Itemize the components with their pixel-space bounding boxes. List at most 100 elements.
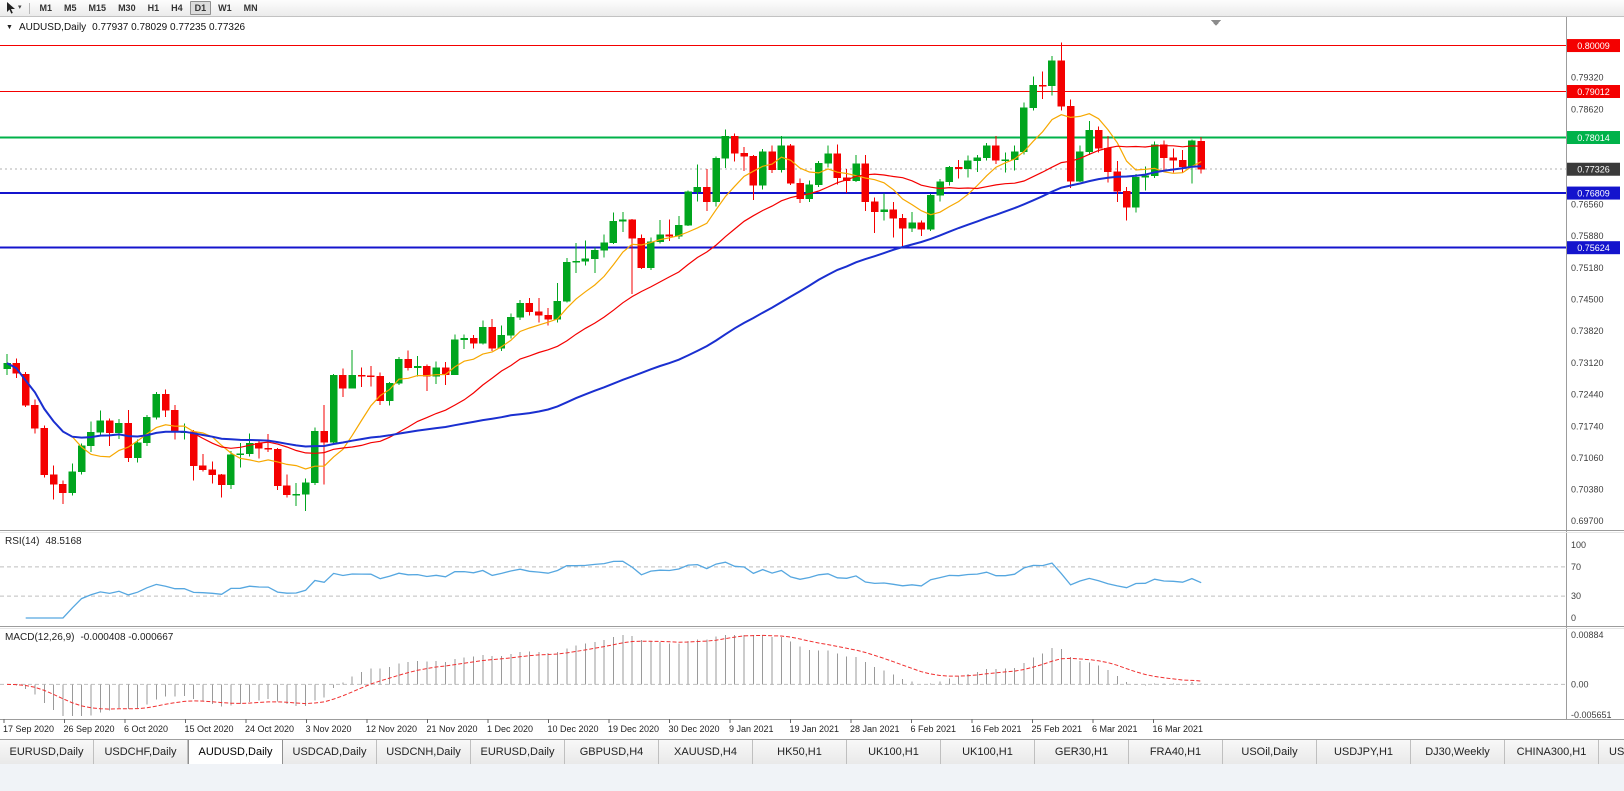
chart-tab-UK100-H1[interactable]: UK100,H1 (941, 740, 1035, 764)
chart-tab-HK50-H1[interactable]: HK50,H1 (753, 740, 847, 764)
chart-tab-GER30-H1[interactable]: GER30,H1 (1035, 740, 1129, 764)
chart-tab-USOil-Daily[interactable]: USOil,Daily (1223, 740, 1317, 764)
svg-text:0.00: 0.00 (1571, 679, 1589, 689)
date-label: 3 Nov 2020 (306, 724, 352, 734)
macd-indicator-label: MACD(12,26,9) -0.000408 -0.000667 (5, 632, 173, 643)
price-axis[interactable]: 0.79320 0.78620 0.76560 0.75880 0.75180 0.745… (1567, 39, 1620, 526)
date-label: 6 Feb 2021 (911, 724, 957, 734)
date-label: 19 Dec 2020 (608, 724, 659, 734)
chart-tab-EURUSD-Daily[interactable]: EURUSD,Daily (471, 740, 565, 764)
svg-text:30: 30 (1571, 591, 1581, 601)
date-label: 16 Mar 2021 (1153, 724, 1204, 734)
svg-text:0.73120: 0.73120 (1571, 358, 1604, 368)
svg-text:0.76809: 0.76809 (1577, 189, 1610, 199)
macd-name: MACD(12,26,9) (5, 632, 75, 643)
chart-tab-USDCHF-Daily[interactable]: USDCHF,Daily (94, 740, 188, 764)
date-label: 28 Jan 2021 (850, 724, 900, 734)
date-label: 21 Nov 2020 (427, 724, 478, 734)
svg-text:0.73820: 0.73820 (1571, 326, 1604, 336)
svg-text:0.71740: 0.71740 (1571, 422, 1604, 432)
date-label: 12 Nov 2020 (366, 724, 417, 734)
chart-tabs-bar: EURUSD,Daily USDCHF,Daily AUDUSD,Daily USDC… (0, 739, 1624, 764)
timeframe-button-M15[interactable]: M15 (88, 3, 107, 13)
date-label: 6 Oct 2020 (124, 724, 168, 734)
macd-signal-line (6, 634, 1202, 710)
panel-divider-rsi[interactable] (0, 530, 1624, 533)
date-label: 1 Dec 2020 (487, 724, 533, 734)
svg-text:0.75880: 0.75880 (1571, 231, 1604, 241)
svg-text:-0.005651: -0.005651 (1571, 710, 1612, 720)
svg-text:0.79320: 0.79320 (1571, 72, 1604, 82)
cursor-dropdown-icon[interactable]: ▾ (18, 4, 22, 11)
svg-text:0.71060: 0.71060 (1571, 453, 1604, 463)
chart-ohlc-values: 0.77937 0.78029 0.77235 0.77326 (92, 22, 246, 33)
rsi-name: RSI(14) (5, 536, 40, 547)
ma-medium-line (6, 145, 1202, 454)
date-label: 17 Sep 2020 (3, 724, 54, 734)
date-label: 30 Dec 2020 (669, 724, 720, 734)
expand-triangle-icon[interactable]: ▼ (6, 24, 13, 31)
svg-text:100: 100 (1571, 540, 1586, 550)
chart-chrome (0, 16, 1624, 720)
chart-tab-US[interactable]: US (1599, 740, 1624, 764)
svg-text:0.79012: 0.79012 (1577, 87, 1610, 97)
timeframe-buttons: M1 M5 M15 M30 H1 H4 D1 W1 MN (34, 1, 264, 15)
svg-text:0.75180: 0.75180 (1571, 263, 1604, 273)
rsi-indicator-label: RSI(14) 48.5168 (5, 536, 82, 547)
toolbar: ▾ M1 M5 M15 M30 H1 H4 D1 W1 MN (0, 0, 1624, 17)
timeframe-button-M5[interactable]: M5 (64, 3, 77, 13)
ma-fast-line (6, 113, 1202, 470)
macd-panel: 0.00884 0.00 -0.005651 (0, 630, 1612, 720)
cursor-icon[interactable] (4, 2, 17, 15)
chart-tab-GBPUSD-H4[interactable]: GBPUSD,H4 (565, 740, 659, 764)
timeframe-button-M30[interactable]: M30 (118, 3, 136, 13)
date-label: 6 Mar 2021 (1092, 724, 1138, 734)
svg-text:0.77326: 0.77326 (1577, 165, 1610, 175)
timeframe-button-H1[interactable]: H1 (147, 3, 160, 13)
chart-tab-DJ30-Weekly[interactable]: DJ30,Weekly (1411, 740, 1505, 764)
date-label: 25 Feb 2021 (1032, 724, 1083, 734)
svg-text:0.70380: 0.70380 (1571, 484, 1604, 494)
rsi-panel: 100 70 30 0 (0, 540, 1586, 623)
timeframe-button-M1[interactable]: M1 (39, 3, 53, 13)
date-label: 10 Dec 2020 (548, 724, 599, 734)
svg-text:0.80009: 0.80009 (1577, 41, 1610, 51)
timeframe-button-W1[interactable]: W1 (218, 3, 232, 13)
timeframe-button-D1[interactable]: D1 (189, 1, 212, 15)
timeframe-button-H4[interactable]: H4 (171, 3, 183, 13)
chart-tab-CHINA300-H1[interactable]: CHINA300,H1 (1505, 740, 1599, 764)
date-label: 16 Feb 2021 (971, 724, 1022, 734)
date-label: 19 Jan 2021 (790, 724, 840, 734)
svg-text:0.00884: 0.00884 (1571, 630, 1604, 640)
moving-average-lines (6, 113, 1202, 470)
time-axis[interactable]: 17 Sep 2020 26 Sep 2020 6 Oct 2020 15 Oct 2… (3, 719, 1203, 734)
chart-tab-AUDUSD-Daily[interactable]: AUDUSD,Daily (188, 740, 283, 764)
chart-tab-FRA40-H1[interactable]: FRA40,H1 (1129, 740, 1223, 764)
svg-text:0.78620: 0.78620 (1571, 105, 1604, 115)
horizontal-level-lines[interactable] (0, 45, 1566, 249)
chart-symbol-label: AUDUSD,Daily (18, 22, 87, 33)
ma-slow-line (6, 165, 1202, 448)
chart-tab-UK100-H1[interactable]: UK100,H1 (847, 740, 941, 764)
svg-text:0: 0 (1571, 613, 1576, 623)
svg-text:70: 70 (1571, 562, 1581, 572)
chart-shift-marker (1211, 20, 1221, 26)
chart-tab-EURUSD-Daily[interactable]: EURUSD,Daily (0, 740, 94, 764)
svg-text:0.69700: 0.69700 (1571, 516, 1604, 526)
chart-tab-USDCNH-Daily[interactable]: USDCNH,Daily (377, 740, 471, 764)
rsi-line (25, 560, 1202, 619)
chart-tab-USDCAD-Daily[interactable]: USDCAD,Daily (283, 740, 377, 764)
svg-text:0.78014: 0.78014 (1577, 133, 1610, 143)
timeframe-button-MN[interactable]: MN (243, 3, 258, 13)
candlestick-series (3, 42, 1205, 512)
bottom-strip (0, 764, 1624, 791)
svg-text:0.72440: 0.72440 (1571, 389, 1604, 399)
macd-values: -0.000408 -0.000667 (80, 632, 174, 643)
chart-tab-USDJPY-H1[interactable]: USDJPY,H1 (1317, 740, 1411, 764)
chart-tab-XAUUSD-H4[interactable]: XAUUSD,H4 (659, 740, 753, 764)
date-label: 15 Oct 2020 (185, 724, 234, 734)
panel-divider-macd[interactable] (0, 626, 1624, 629)
date-label: 26 Sep 2020 (64, 724, 115, 734)
